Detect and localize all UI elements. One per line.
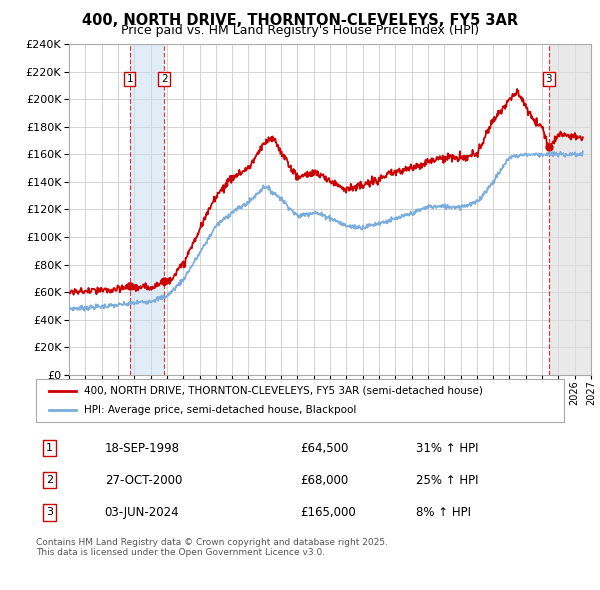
Text: 18-SEP-1998: 18-SEP-1998 [104,441,179,454]
Text: 31% ↑ HPI: 31% ↑ HPI [416,441,479,454]
Text: 03-JUN-2024: 03-JUN-2024 [104,506,179,519]
Text: £165,000: £165,000 [300,506,356,519]
Text: 2: 2 [161,74,167,84]
Text: Price paid vs. HM Land Registry's House Price Index (HPI): Price paid vs. HM Land Registry's House … [121,24,479,37]
Bar [549,44,591,375]
Text: 1: 1 [127,74,133,84]
Text: Contains HM Land Registry data © Crown copyright and database right 2025.
This d: Contains HM Land Registry data © Crown c… [36,538,388,558]
Text: £64,500: £64,500 [300,441,349,454]
Text: HPI: Average price, semi-detached house, Blackpool: HPI: Average price, semi-detached house,… [83,405,356,415]
Text: 1: 1 [46,443,53,453]
Text: 3: 3 [545,74,552,84]
Text: 400, NORTH DRIVE, THORNTON-CLEVELEYS, FY5 3AR (semi-detached house): 400, NORTH DRIVE, THORNTON-CLEVELEYS, FY… [83,386,482,396]
Text: 2: 2 [46,476,53,485]
Text: £68,000: £68,000 [300,474,348,487]
Text: 3: 3 [46,507,53,517]
Text: 8% ↑ HPI: 8% ↑ HPI [416,506,471,519]
Text: 27-OCT-2000: 27-OCT-2000 [104,474,182,487]
Bar [130,44,164,375]
Text: 25% ↑ HPI: 25% ↑ HPI [416,474,479,487]
Text: 400, NORTH DRIVE, THORNTON-CLEVELEYS, FY5 3AR: 400, NORTH DRIVE, THORNTON-CLEVELEYS, FY… [82,13,518,28]
